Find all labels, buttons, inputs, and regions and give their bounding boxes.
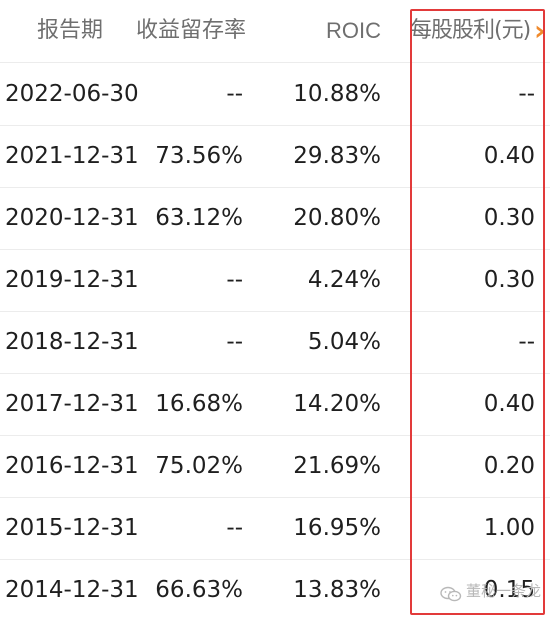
column-header-dividend-per-share[interactable]: 每股股利(元) [410, 18, 531, 43]
table-row: 2016-12-31 75.02% 21.69% 0.20 [0, 435, 550, 498]
cell-dividend-per-share: 0.40 [483, 143, 535, 169]
cell-dividend-per-share: 0.15 [483, 577, 535, 603]
cell-retention-rate: -- [226, 515, 243, 541]
table-row: 2017-12-31 16.68% 14.20% 0.40 [0, 373, 550, 436]
cell-dividend-per-share: -- [518, 81, 535, 107]
cell-roic: 29.83% [293, 143, 381, 169]
cell-retention-rate: 75.02% [155, 453, 243, 479]
cell-retention-rate: 66.63% [155, 577, 243, 603]
column-header-retention-rate[interactable]: 收益留存率 [136, 18, 247, 43]
table-row: 2020-12-31 63.12% 20.80% 0.30 [0, 187, 550, 250]
cell-retention-rate: -- [226, 329, 243, 355]
cell-dividend-per-share: 1.00 [483, 515, 535, 541]
cell-report-period: 2020-12-31 [5, 205, 139, 231]
table-header: 报告期 收益留存率 ROIC 每股股利(元) › [0, 0, 550, 63]
column-header-roic[interactable]: ROIC [326, 18, 381, 43]
chevron-right-icon[interactable]: › [534, 14, 546, 47]
cell-report-period: 2017-12-31 [5, 391, 139, 417]
cell-roic: 5.04% [307, 329, 381, 355]
cell-retention-rate: -- [226, 267, 243, 293]
cell-report-period: 2016-12-31 [5, 453, 139, 479]
cell-roic: 20.80% [293, 205, 381, 231]
cell-report-period: 2019-12-31 [5, 267, 139, 293]
cell-retention-rate: 16.68% [155, 391, 243, 417]
cell-retention-rate: 73.56% [155, 143, 243, 169]
column-header-report-period[interactable]: 报告期 [36, 18, 103, 43]
cell-report-period: 2022-06-30 [5, 81, 139, 107]
cell-roic: 16.95% [293, 515, 381, 541]
table-row: 2022-06-30 -- 10.88% -- [0, 63, 550, 126]
table-row: 2019-12-31 -- 4.24% 0.30 [0, 249, 550, 312]
cell-roic: 21.69% [293, 453, 381, 479]
cell-roic: 10.88% [293, 81, 381, 107]
cell-dividend-per-share: -- [518, 329, 535, 355]
cell-roic: 14.20% [293, 391, 381, 417]
cell-report-period: 2018-12-31 [5, 329, 139, 355]
watermark-text: 董秘一条龙 [466, 582, 542, 600]
cell-roic: 13.83% [293, 577, 381, 603]
watermark: 董秘一条龙 [440, 578, 548, 604]
cell-dividend-per-share: 0.20 [483, 453, 535, 479]
cell-retention-rate: 63.12% [155, 205, 243, 231]
cell-report-period: 2014-12-31 [5, 577, 139, 603]
table-row: 2018-12-31 -- 5.04% -- [0, 311, 550, 374]
cell-retention-rate: -- [226, 81, 243, 107]
cell-report-period: 2021-12-31 [5, 143, 139, 169]
table-row: 2014-12-31 66.63% 13.83% 0.15 [0, 559, 550, 621]
cell-dividend-per-share: 0.30 [483, 267, 535, 293]
cell-dividend-per-share: 0.30 [483, 205, 535, 231]
table-row: 2015-12-31 -- 16.95% 1.00 [0, 497, 550, 560]
cell-report-period: 2015-12-31 [5, 515, 139, 541]
cell-dividend-per-share: 0.40 [483, 391, 535, 417]
cell-roic: 4.24% [307, 267, 381, 293]
table-row: 2021-12-31 73.56% 29.83% 0.40 [0, 125, 550, 188]
wechat-icon [440, 584, 462, 601]
